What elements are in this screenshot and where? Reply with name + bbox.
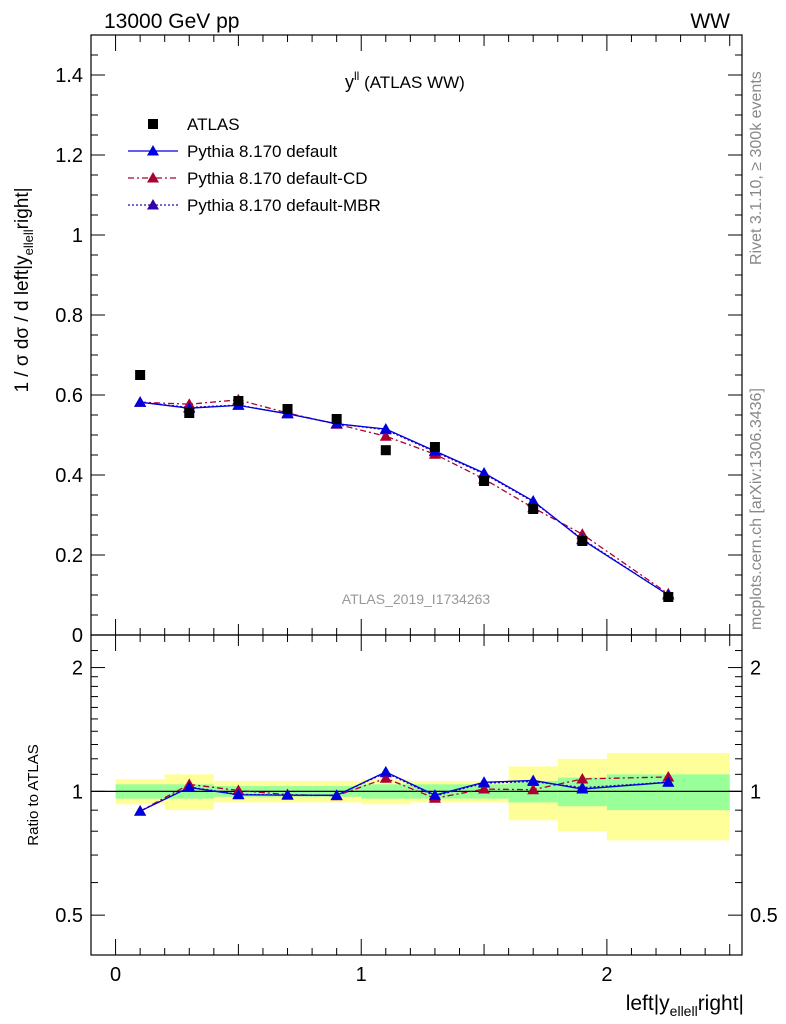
main-ytick-label: 0.6 <box>55 385 83 407</box>
main-title-sup: ll <box>354 69 359 83</box>
legend-label: Pythia 8.170 default-CD <box>187 169 368 188</box>
main-ytick-label: 1 <box>72 225 83 247</box>
legend: ATLAS Pythia 8.170 default Pythia 8.170 de… <box>128 115 381 215</box>
ratio-ytick-label: 0.5 <box>55 905 83 927</box>
main-atlas-point <box>577 536 588 546</box>
ratio-ytick-label: 1 <box>72 781 83 803</box>
ratio-series-point <box>478 783 491 794</box>
ratio-ylabel: Ratio to ATLAS <box>25 744 42 845</box>
main-atlas-point <box>528 504 539 514</box>
ratio-series-point <box>527 774 540 785</box>
analysis-watermark: ATLAS_2019_I1734263 <box>342 591 491 607</box>
main-atlas-point <box>184 408 195 418</box>
xlabel-post: right| <box>698 992 744 1015</box>
main-series-line <box>140 399 669 595</box>
ratio-xtick-label: 2 <box>601 964 612 986</box>
main-atlas-point <box>479 476 490 486</box>
main-ytick-label: 0 <box>72 625 83 647</box>
ratio-series-point <box>379 765 392 777</box>
ratio-series-point <box>330 789 343 800</box>
legend-marker <box>148 119 158 129</box>
main-atlas-point <box>429 442 440 452</box>
ratio-series-point <box>379 772 392 783</box>
ratio-series-point <box>662 776 675 787</box>
main-series-point <box>527 495 540 506</box>
legend-label: Pythia 8.170 default-MBR <box>187 196 381 215</box>
legend-label: Pythia 8.170 default <box>187 142 338 161</box>
main-atlas-point <box>282 404 293 414</box>
main-series-line <box>140 401 669 596</box>
main-ytick-label: 1.2 <box>55 145 83 167</box>
main-atlas-point <box>380 445 391 456</box>
main-ylabel-sub: ellell <box>21 229 36 255</box>
main-ylabel-post: right| <box>12 187 33 229</box>
main-series-point <box>379 430 392 441</box>
main-panel: 0 0.2 0.4 0.6 0.8 1 1.2 1.4 <box>55 34 743 647</box>
ratio-frame <box>90 634 743 956</box>
xlabel-sub: ellell <box>670 1003 698 1019</box>
ratio-series-point <box>527 783 540 795</box>
main-title: yll (ATLAS WW) <box>345 69 465 92</box>
ratio-xtick-label: 1 <box>356 964 367 986</box>
main-ytick-label: 0.2 <box>55 545 83 567</box>
header-left-label: 13000 GeV pp <box>104 10 239 33</box>
main-series-line <box>140 401 669 596</box>
main-ylabel-pre: 1 / σ dσ / d left|y <box>12 255 33 393</box>
ratio-panel: 0 1 2 0.5 0.5 1 1 2 2 <box>55 634 778 986</box>
xlabel: left|yellellright| <box>626 992 744 1019</box>
ratio-series-point <box>576 772 589 784</box>
main-atlas-point <box>135 370 146 380</box>
main-atlas-point <box>331 414 342 424</box>
ratio-ytick-label-right: 2 <box>750 658 761 680</box>
main-series-point <box>134 396 147 407</box>
main-ytick-label: 1.4 <box>55 65 83 87</box>
legend-marker <box>147 172 159 183</box>
xlabel-pre: left|y <box>626 992 670 1015</box>
ratio-series-point <box>281 789 294 800</box>
main-title-y: y <box>345 72 354 92</box>
header-right-label: WW <box>690 10 730 33</box>
main-ytick-label: 0.4 <box>55 465 83 487</box>
main-ytick-label: 0.8 <box>55 305 83 327</box>
rivet-version-label: Rivet 3.1.10, ≥ 300k events <box>748 71 765 265</box>
ratio-series-point <box>134 805 147 816</box>
main-title-rest: (ATLAS WW) <box>359 73 464 92</box>
ratio-series-point <box>662 770 675 782</box>
ratio-ytick-label: 2 <box>72 658 83 680</box>
ratio-ytick-label-right: 0.5 <box>750 905 778 927</box>
ratio-series-point <box>478 776 491 787</box>
ratio-series-point <box>428 789 441 800</box>
legend-label: ATLAS <box>187 115 240 134</box>
legend-marker <box>147 145 159 156</box>
mcplots-source-label: mcplots.cern.ch [arXiv:1306.3436] <box>748 388 765 630</box>
main-series-point <box>478 467 491 478</box>
ratio-series-point <box>576 783 589 794</box>
main-atlas-point <box>233 396 244 406</box>
ratio-ytick-label-right: 1 <box>750 781 761 803</box>
main-atlas-point <box>663 592 674 602</box>
main-ylabel: 1 / σ dσ / d left|yellellright| <box>12 187 36 392</box>
legend-marker <box>147 199 159 210</box>
ratio-xtick-label: 0 <box>110 964 121 986</box>
main-series-point <box>379 423 392 434</box>
ratio-series-point <box>183 781 196 792</box>
ratio-series-point <box>232 788 245 800</box>
